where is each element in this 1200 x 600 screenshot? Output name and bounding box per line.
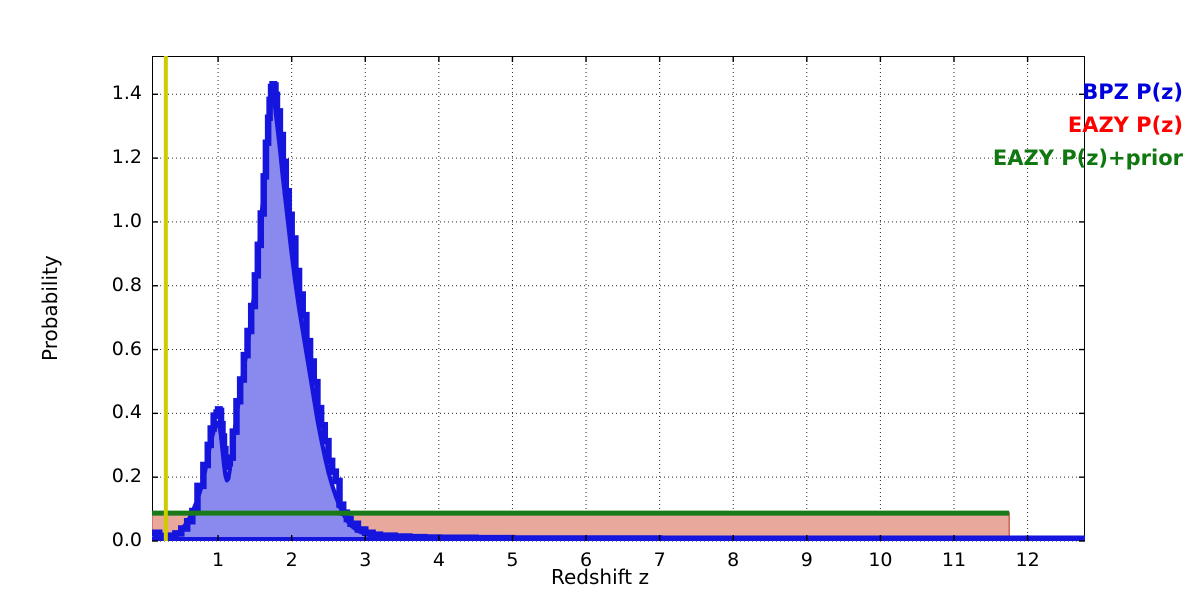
x-tick-label-11: 11 (941, 549, 967, 571)
y-tick-label-1-0: 1.0 (111, 209, 142, 232)
axis-ticks (152, 56, 1085, 542)
legend-item-eazy-prior: EAZY P(z)+prior (992, 146, 1183, 170)
x-tick-label-4: 4 (432, 549, 445, 571)
x-tick-label-8: 8 (727, 549, 740, 571)
y-tick-label-0-0: 0.0 (111, 529, 142, 551)
x-tick-label-12: 12 (1015, 549, 1040, 571)
x-tick-label-10: 10 (868, 549, 893, 571)
y-tick-label-0-4: 0.4 (111, 401, 142, 424)
y-tick-label-1-4: 1.4 (111, 82, 142, 105)
legend-item-eazy: EAZY P(z) (1067, 113, 1183, 137)
x-tick-label-1: 1 (212, 549, 225, 571)
x-tick-label-9: 9 (800, 549, 813, 571)
y-tick-label-0-8: 0.8 (111, 273, 142, 296)
x-axis-title: Redshift z (550, 565, 650, 589)
legend-item-bpz: BPZ P(z) (1082, 80, 1183, 104)
x-tick-label-6: 6 (579, 549, 593, 571)
x-tick-label-7: 7 (653, 549, 666, 571)
bpz-pz-area (152, 81, 1085, 541)
x-tick-label-3: 3 (359, 549, 372, 571)
y-tick-label-0-6: 0.6 (111, 337, 142, 360)
y-axis-title: Probability (38, 254, 62, 361)
x-tick-label-5: 5 (506, 549, 519, 571)
x-tick-label-2: 2 (285, 549, 298, 571)
y-tick-label-1-2: 1.2 (111, 146, 142, 169)
y-tick-label-0-2: 0.2 (111, 465, 142, 488)
